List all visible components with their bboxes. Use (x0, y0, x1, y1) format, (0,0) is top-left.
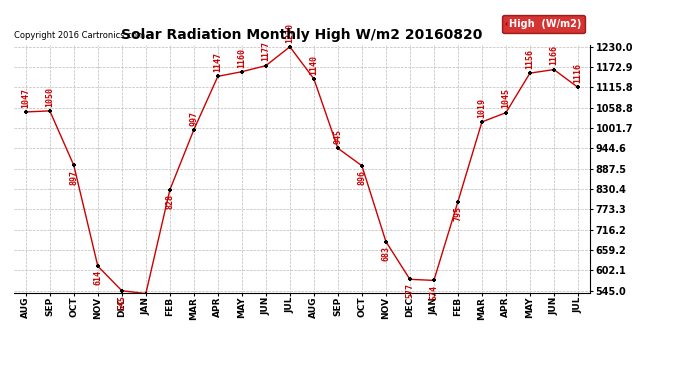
Text: 1166: 1166 (549, 45, 558, 65)
Point (428, 278, 440, 284)
Text: 574: 574 (429, 285, 438, 300)
Text: 997: 997 (189, 111, 198, 126)
Point (140, 291, 151, 297)
Text: 1047: 1047 (21, 88, 30, 108)
Text: 1156: 1156 (525, 49, 535, 69)
Point (476, 119, 487, 125)
Point (380, 238, 391, 244)
Text: 1019: 1019 (477, 98, 486, 118)
Text: 1140: 1140 (309, 55, 318, 75)
Point (284, 44, 295, 50)
Text: 1116: 1116 (573, 63, 582, 83)
Text: 896: 896 (357, 170, 366, 185)
Text: 577: 577 (406, 284, 415, 298)
Point (44, 108, 55, 114)
Point (524, 70, 535, 76)
Text: 1177: 1177 (262, 42, 270, 62)
Point (164, 187, 175, 193)
Point (237, 69, 248, 75)
Text: 683: 683 (382, 246, 391, 261)
Text: 614: 614 (93, 270, 102, 285)
Text: 1160: 1160 (237, 48, 246, 68)
Text: 1045: 1045 (502, 88, 511, 108)
Point (213, 74, 224, 80)
Text: 1147: 1147 (213, 52, 222, 72)
Point (117, 288, 128, 294)
Text: 897: 897 (69, 170, 79, 184)
Point (573, 84, 584, 90)
Text: 1050: 1050 (46, 87, 55, 107)
Point (404, 276, 415, 282)
Point (188, 127, 199, 133)
Point (308, 76, 319, 82)
Text: Copyright 2016 Cartronics.com: Copyright 2016 Cartronics.com (14, 31, 145, 40)
Text: 828: 828 (166, 194, 175, 209)
Title: Solar Radiation Monthly High W/m2 20160820: Solar Radiation Monthly High W/m2 201608… (121, 28, 482, 42)
Point (453, 199, 464, 205)
Point (20, 109, 31, 115)
Text: 945: 945 (333, 129, 342, 144)
Text: 537: 537 (0, 374, 1, 375)
Legend: High  (W/m2): High (W/m2) (502, 15, 585, 33)
Point (92, 263, 104, 269)
Point (333, 145, 344, 151)
Point (260, 63, 271, 69)
Text: 795: 795 (453, 206, 462, 221)
Point (500, 110, 511, 116)
Point (356, 163, 367, 169)
Point (549, 67, 560, 73)
Text: 545: 545 (117, 295, 126, 310)
Point (68, 162, 79, 168)
Text: 1230: 1230 (286, 22, 295, 43)
